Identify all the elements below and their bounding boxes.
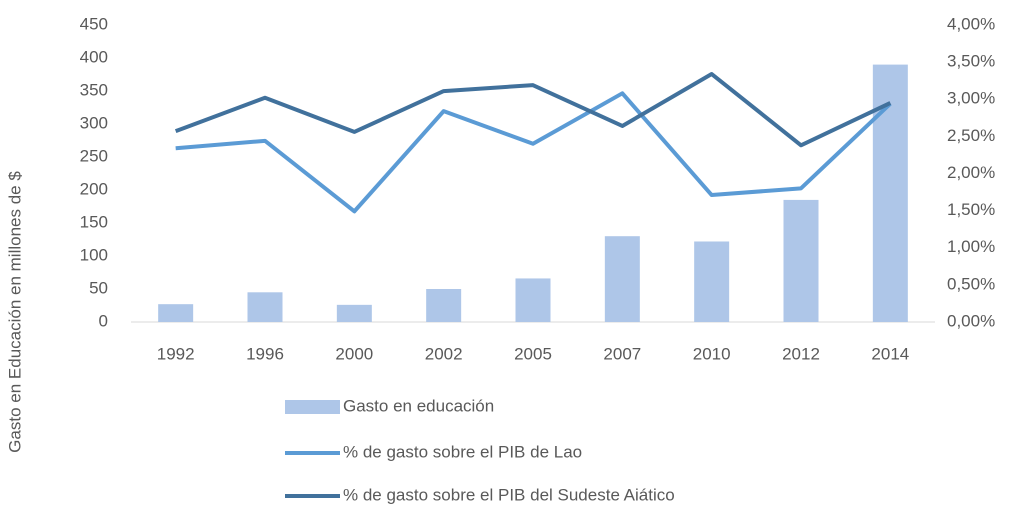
bar: [158, 304, 194, 322]
legend-label: Gasto en educación: [343, 396, 494, 415]
y-tick-label: 400: [80, 47, 108, 66]
y-tick-label: 50: [89, 278, 108, 297]
y2-tick-label: 1,00%: [947, 237, 995, 256]
line: [174, 72, 892, 148]
x-tick-label: 2012: [782, 344, 820, 363]
bar: [783, 199, 819, 322]
y-tick-label: 200: [80, 179, 108, 198]
y-tick-label: 250: [80, 146, 108, 165]
y2-tick-label: 0,50%: [947, 274, 995, 293]
y2-tick-label: 3,00%: [947, 89, 995, 108]
x-tick-label: 2007: [603, 344, 641, 363]
bar: [694, 241, 730, 322]
y-tick-label: 0: [99, 311, 108, 330]
x-tick-label: 1996: [246, 344, 284, 363]
line: [175, 91, 892, 214]
legend-label: % de gasto sobre el PIB del Sudeste Aiát…: [343, 485, 675, 504]
legend-swatch: [285, 400, 340, 414]
y2-tick-label: 0,00%: [947, 311, 995, 330]
x-tick-label: 2014: [871, 344, 909, 363]
bar: [247, 292, 283, 322]
y2-tick-label: 2,50%: [947, 126, 995, 145]
legend-label: % de gasto sobre el PIB de Lao: [343, 442, 582, 461]
y2-tick-label: 3,50%: [947, 52, 995, 71]
y-axis-label: Gasto en Educación en millones de $: [5, 171, 24, 453]
y-tick-label: 100: [80, 245, 108, 264]
bar: [426, 289, 462, 322]
y2-tick-label: 4,00%: [947, 14, 995, 33]
y2-tick-label: 2,00%: [947, 163, 995, 182]
x-tick-label: 2005: [514, 344, 552, 363]
y2-tick-label: 1,50%: [947, 200, 995, 219]
y-tick-label: 350: [80, 80, 108, 99]
x-tick-label: 2010: [693, 344, 731, 363]
bar: [604, 236, 640, 322]
bar: [336, 304, 372, 322]
x-tick-label: 2002: [425, 344, 463, 363]
x-tick-label: 1992: [157, 344, 195, 363]
y-tick-label: 450: [80, 14, 108, 33]
bar: [515, 278, 551, 322]
y-tick-label: 300: [80, 113, 108, 132]
y-tick-label: 150: [80, 212, 108, 231]
x-tick-label: 2000: [335, 344, 373, 363]
